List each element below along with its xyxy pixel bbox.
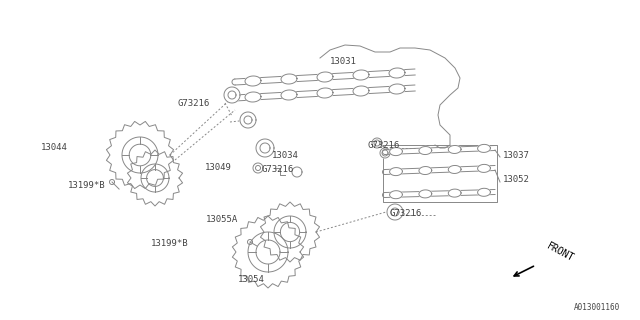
Polygon shape	[448, 165, 461, 173]
Polygon shape	[353, 86, 369, 96]
Polygon shape	[477, 188, 490, 196]
Polygon shape	[245, 92, 261, 102]
Polygon shape	[109, 180, 115, 185]
Polygon shape	[389, 84, 405, 94]
Polygon shape	[477, 164, 490, 172]
Text: 13037: 13037	[503, 150, 530, 159]
Polygon shape	[245, 76, 261, 86]
Text: 13034: 13034	[272, 150, 299, 159]
Text: 13054: 13054	[238, 276, 265, 284]
Polygon shape	[232, 216, 303, 288]
Polygon shape	[260, 202, 319, 262]
Text: G73216: G73216	[262, 165, 294, 174]
Polygon shape	[390, 191, 403, 199]
Polygon shape	[317, 88, 333, 98]
Text: 13199*B: 13199*B	[68, 180, 106, 189]
Polygon shape	[240, 112, 256, 128]
Polygon shape	[248, 232, 288, 272]
Polygon shape	[419, 190, 432, 198]
Text: 13052: 13052	[503, 175, 530, 185]
Polygon shape	[106, 121, 173, 188]
Text: A013001160: A013001160	[573, 303, 620, 312]
Text: 13044: 13044	[41, 143, 68, 153]
Polygon shape	[122, 137, 158, 173]
Polygon shape	[380, 148, 390, 158]
Polygon shape	[419, 147, 432, 155]
Polygon shape	[353, 70, 369, 80]
Polygon shape	[390, 168, 403, 176]
Polygon shape	[292, 167, 302, 177]
Text: G73216: G73216	[368, 140, 400, 149]
Polygon shape	[317, 72, 333, 82]
Polygon shape	[419, 166, 432, 174]
Polygon shape	[281, 74, 297, 84]
Text: 13049: 13049	[205, 164, 232, 172]
Text: 13199*B: 13199*B	[150, 239, 188, 249]
Polygon shape	[448, 189, 461, 197]
Polygon shape	[274, 216, 306, 248]
Polygon shape	[448, 146, 461, 154]
Text: FRONT: FRONT	[545, 241, 575, 263]
Text: 13031: 13031	[330, 58, 357, 67]
Text: G73216: G73216	[178, 99, 211, 108]
Polygon shape	[141, 164, 169, 192]
Polygon shape	[281, 90, 297, 100]
Polygon shape	[248, 239, 253, 244]
Polygon shape	[256, 139, 274, 157]
Polygon shape	[389, 68, 405, 78]
Text: 13055A: 13055A	[205, 215, 238, 225]
Text: G73216: G73216	[390, 209, 422, 218]
Polygon shape	[253, 163, 263, 173]
Polygon shape	[477, 144, 490, 152]
Polygon shape	[390, 148, 403, 156]
Polygon shape	[372, 138, 382, 148]
Polygon shape	[127, 150, 182, 206]
Polygon shape	[387, 204, 403, 220]
Polygon shape	[224, 87, 240, 103]
